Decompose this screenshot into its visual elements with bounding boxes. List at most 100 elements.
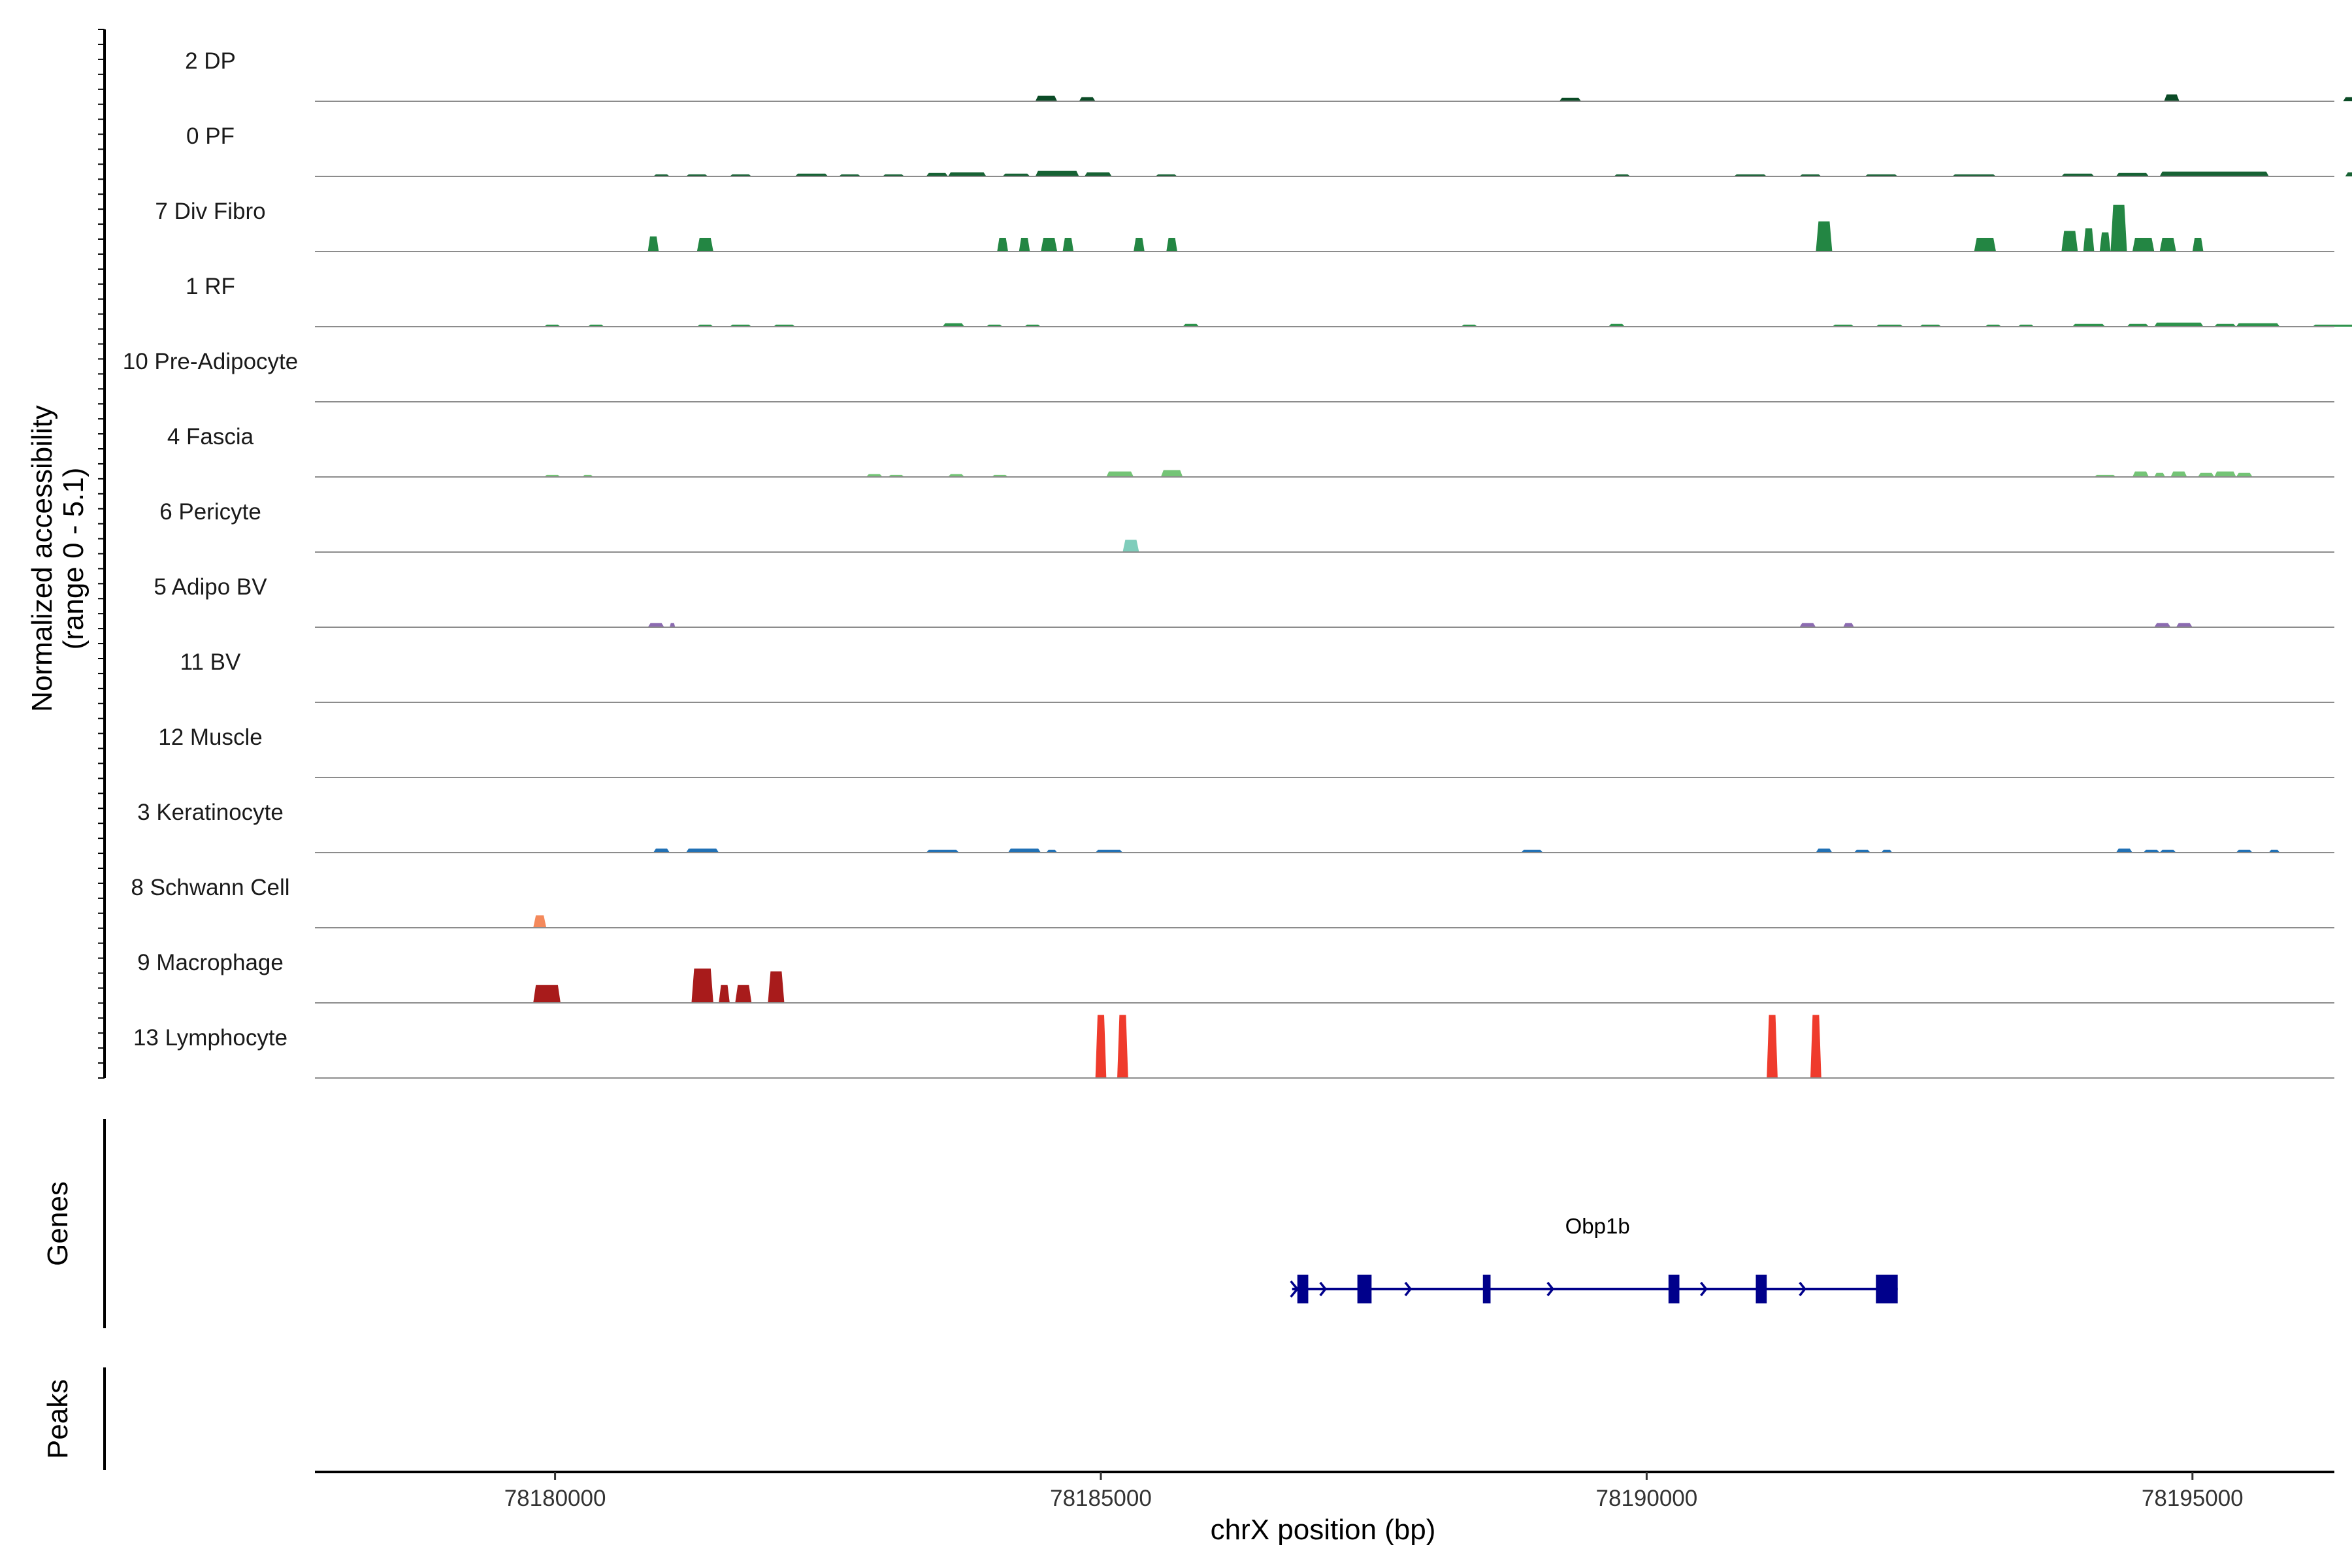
- coverage-peak: [2192, 238, 2204, 252]
- coverage-peak: [1084, 172, 1112, 176]
- track-1-rf: 1 RF: [186, 274, 2352, 327]
- coverage-peak: [1079, 97, 1096, 101]
- coverage-peak: [948, 474, 965, 477]
- coverage-peak: [647, 236, 659, 252]
- coverage-peak: [2214, 471, 2236, 477]
- coverage-peak: [1559, 97, 1582, 101]
- track-2-dp: 2 DP: [185, 48, 2352, 102]
- x-axis-title: chrX position (bp): [1211, 1514, 1436, 1546]
- coverage-peak: [1007, 848, 1041, 853]
- coverage-peak: [997, 238, 1008, 252]
- peaks-panel-label: Peaks: [42, 1379, 74, 1459]
- coverage-peak: [670, 623, 676, 627]
- coverage-peak: [1134, 238, 1145, 252]
- track-9-macrophage: 9 Macrophage: [137, 950, 2334, 1004]
- gene-exon: [1482, 1275, 1491, 1303]
- coverage-peak: [2083, 228, 2095, 252]
- x-axis: 78180000 78185000 78190000 78195000: [315, 1471, 2334, 1511]
- strand-arrow-icon: [1546, 1281, 1555, 1297]
- track-label: 7 Div Fibro: [155, 199, 265, 224]
- coverage-peak: [2236, 323, 2280, 327]
- coverage-peak: [2099, 232, 2111, 252]
- gene-obp1b: Obp1b: [1290, 1214, 1898, 1303]
- coverage-peak: [2154, 472, 2166, 477]
- coverage-peak: [1816, 848, 1833, 853]
- coverage-peak: [2176, 623, 2193, 627]
- coverage-peak: [2132, 238, 2155, 252]
- coverage-peak: [1799, 623, 1816, 627]
- coverage-peak: [719, 985, 730, 1003]
- coverage-peak: [2127, 323, 2149, 327]
- coverage-peak: [2061, 231, 2078, 252]
- strand-arrow-icon: [1404, 1281, 1413, 1297]
- coverage-tracks: 2 DP 0 PF 7 Div Fibro 1 RF 10 Pre-Adipocyte 4…: [123, 48, 2352, 1079]
- x-tick-label: 78195000: [2142, 1486, 2244, 1511]
- coverage-peak: [1062, 238, 1074, 252]
- coverage-peak: [2143, 849, 2160, 853]
- coverage-peak: [926, 849, 959, 853]
- coverage-peak: [2345, 172, 2352, 176]
- coverage-peak: [1019, 238, 1030, 252]
- coverage-peak: [2159, 171, 2269, 176]
- coverage-peak: [2110, 204, 2127, 252]
- coverage-peak: [866, 474, 883, 477]
- track-3-keratinocyte: 3 Keratinocyte: [137, 800, 2334, 853]
- strand-arrow-icon: [1700, 1281, 1708, 1297]
- coverage-peak: [1117, 1015, 1128, 1078]
- coverage-peak: [1046, 849, 1058, 853]
- coverage-peak: [1183, 323, 1200, 327]
- coverage-peak: [1608, 323, 1625, 327]
- coverage-peak: [1095, 849, 1123, 853]
- coverage-peak: [1521, 849, 1543, 853]
- x-tick-label: 78190000: [1596, 1486, 1698, 1511]
- coverage-peak: [768, 971, 785, 1003]
- coverage-peak: [1035, 95, 1058, 101]
- coverage-peak: [1810, 1015, 1821, 1078]
- coverage-peak: [2236, 472, 2253, 477]
- track-label: 4 Fascia: [167, 424, 254, 449]
- y-axis-title-line1: Normalized accessibility: [26, 405, 58, 711]
- coverage-peak: [2343, 97, 2352, 101]
- coverage-peak: [1095, 1015, 1107, 1078]
- strand-arrow-icon: [1319, 1281, 1327, 1297]
- coverage-peak: [2115, 848, 2132, 853]
- coverage-peak: [1035, 171, 1079, 176]
- coverage-peak: [2132, 471, 2149, 477]
- coverage-peak: [647, 623, 664, 627]
- track-label: 12 Muscle: [158, 725, 263, 750]
- coverage-peak: [2115, 172, 2149, 176]
- y-axis-title-line2: (range 0 - 5.1): [57, 468, 90, 650]
- x-tick-label: 78180000: [504, 1486, 606, 1511]
- track-6-pericyte: 6 Pericyte: [159, 499, 2334, 553]
- coverage-peak: [1041, 238, 1058, 252]
- coverage-peak: [691, 968, 713, 1003]
- genes-panel: Obp1b: [1290, 1214, 1898, 1303]
- track-label: 8 Schwann Cell: [131, 875, 289, 900]
- coverage-peak: [1002, 173, 1030, 176]
- gene-exon: [1357, 1275, 1372, 1303]
- coverage-peak: [1122, 540, 1139, 552]
- coverage-peak: [735, 985, 752, 1003]
- coverage-peak: [696, 238, 713, 252]
- coverage-peak: [2072, 323, 2106, 327]
- track-label: 6 Pericyte: [159, 499, 261, 525]
- genes-panel-label: Genes: [42, 1181, 74, 1266]
- track-8-schwann-cell: 8 Schwann Cell: [131, 875, 2334, 928]
- track-7-div-fibro: 7 Div Fibro: [155, 199, 2334, 252]
- coverage-peak: [1767, 1015, 1778, 1078]
- track-label: 1 RF: [186, 274, 235, 299]
- coverage-peak: [533, 915, 547, 928]
- coverage-peak: [2154, 623, 2171, 627]
- coverage-peak: [2214, 323, 2236, 327]
- gene-exon: [1297, 1275, 1309, 1303]
- track-13-lymphocyte: 13 Lymphocyte: [133, 1015, 2334, 1079]
- track-label: 10 Pre-Adipocyte: [123, 349, 298, 374]
- coverage-peak: [2154, 322, 2204, 327]
- coverage-peak: [1881, 849, 1893, 853]
- track-label: 13 Lymphocyte: [133, 1025, 287, 1051]
- track-0-pf: 0 PF: [186, 123, 2352, 177]
- coverage-peak: [653, 848, 670, 853]
- coverage-peak: [795, 173, 828, 176]
- track-label: 5 Adipo BV: [154, 574, 267, 600]
